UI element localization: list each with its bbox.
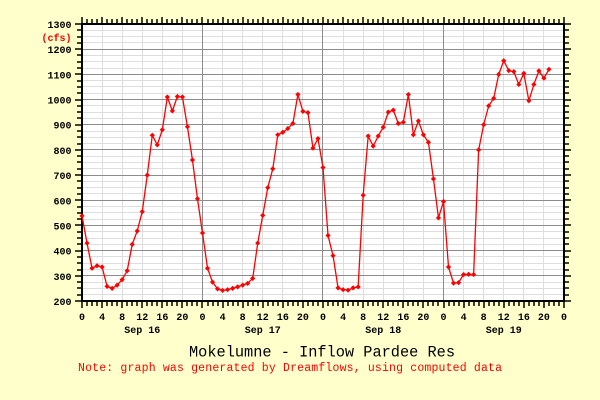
svg-text:(cfs): (cfs) [41, 33, 71, 45]
svg-text:1200: 1200 [47, 46, 71, 57]
svg-text:16: 16 [156, 313, 168, 324]
svg-text:4: 4 [461, 313, 467, 324]
svg-text:12: 12 [498, 313, 510, 324]
svg-text:8: 8 [360, 313, 366, 324]
svg-text:Sep 16: Sep 16 [124, 326, 160, 337]
svg-text:1000: 1000 [47, 97, 71, 108]
svg-text:Mokelumne - Inflow Pardee Res: Mokelumne - Inflow Pardee Res [189, 344, 455, 362]
svg-text:1100: 1100 [47, 71, 71, 82]
svg-text:4: 4 [340, 313, 346, 324]
svg-text:16: 16 [518, 313, 530, 324]
svg-text:0: 0 [440, 313, 446, 324]
svg-text:600: 600 [53, 197, 71, 208]
svg-text:8: 8 [119, 313, 125, 324]
svg-text:300: 300 [53, 273, 71, 284]
svg-text:4: 4 [99, 313, 105, 324]
svg-text:Sep 19: Sep 19 [486, 326, 522, 337]
svg-text:0: 0 [320, 313, 326, 324]
svg-text:12: 12 [257, 313, 269, 324]
svg-text:0: 0 [79, 313, 85, 324]
svg-text:20: 20 [538, 313, 550, 324]
svg-text:12: 12 [377, 313, 389, 324]
svg-text:900: 900 [53, 122, 71, 133]
svg-text:8: 8 [240, 313, 246, 324]
svg-text:12: 12 [136, 313, 148, 324]
svg-text:500: 500 [53, 222, 71, 233]
svg-text:200: 200 [53, 298, 71, 309]
svg-text:Note: graph was generated by D: Note: graph was generated by Dreamflows,… [78, 362, 502, 375]
svg-text:0: 0 [561, 313, 567, 324]
svg-text:800: 800 [53, 147, 71, 158]
svg-text:20: 20 [417, 313, 429, 324]
svg-text:4: 4 [220, 313, 226, 324]
svg-text:700: 700 [53, 172, 71, 183]
svg-text:20: 20 [297, 313, 309, 324]
svg-text:20: 20 [176, 313, 188, 324]
svg-text:Sep 18: Sep 18 [365, 326, 401, 337]
svg-text:16: 16 [397, 313, 409, 324]
svg-text:8: 8 [481, 313, 487, 324]
svg-text:1300: 1300 [47, 21, 71, 32]
svg-text:16: 16 [277, 313, 289, 324]
svg-text:400: 400 [53, 248, 71, 259]
svg-text:Sep 17: Sep 17 [245, 326, 281, 337]
svg-text:0: 0 [199, 313, 205, 324]
